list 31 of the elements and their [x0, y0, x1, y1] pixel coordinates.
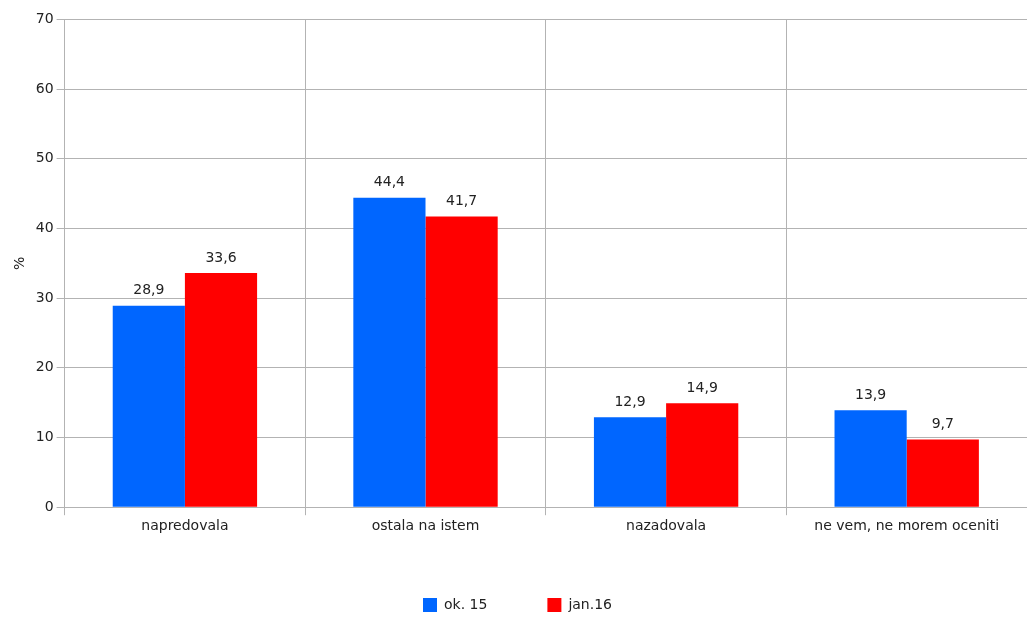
legend-label: ok. 15	[444, 595, 488, 612]
bar	[834, 410, 907, 507]
data-label: 12,9	[614, 392, 646, 409]
data-label: 33,6	[205, 248, 237, 265]
y-tick-label: 10	[35, 428, 54, 445]
bar	[112, 305, 185, 507]
bar	[353, 197, 426, 507]
data-label: 41,7	[446, 192, 478, 209]
y-tick-label: 30	[35, 288, 54, 305]
data-label: 44,4	[373, 173, 406, 190]
data-label: 13,9	[855, 385, 887, 402]
bar	[666, 403, 739, 507]
data-label: 14,9	[686, 379, 718, 396]
data-label: 9,7	[931, 415, 954, 432]
x-tick-label: ostala na istem	[371, 517, 480, 534]
y-tick-label: 70	[35, 10, 54, 27]
y-tick-label: 50	[35, 149, 54, 166]
bar	[906, 439, 979, 507]
y-tick-label: 60	[35, 79, 54, 96]
y-tick-label: 40	[35, 219, 54, 236]
y-axis-title: %	[11, 256, 28, 270]
x-tick-label: ne vem, ne morem oceniti	[814, 517, 1000, 534]
y-tick-label: 20	[35, 358, 54, 375]
x-tick-label: napredovala	[141, 517, 229, 534]
y-tick-label: 0	[44, 497, 54, 514]
bar	[184, 273, 258, 507]
bar	[425, 216, 498, 507]
data-label: 28,9	[133, 281, 165, 298]
x-tick-label: nazadovala	[626, 517, 707, 534]
legend-label: jan.16	[567, 595, 613, 612]
bar	[593, 417, 667, 507]
